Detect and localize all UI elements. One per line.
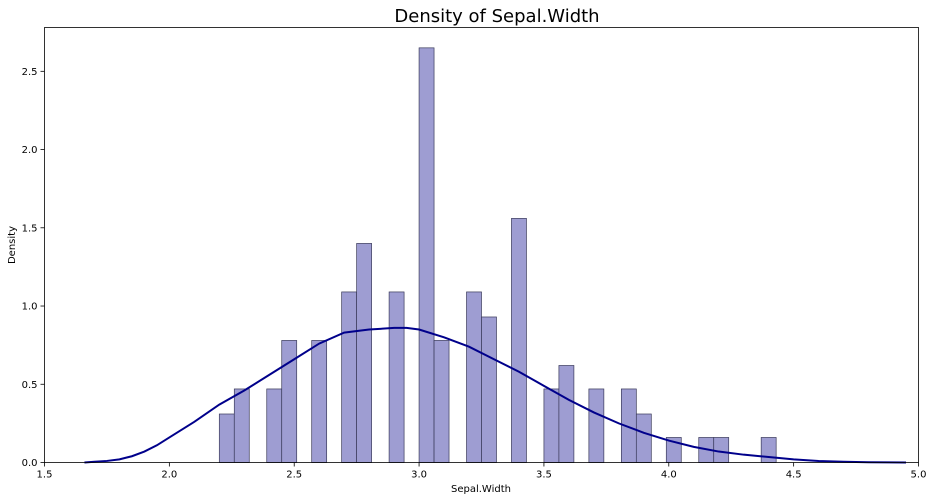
x-tick-label: 3.5: [536, 470, 552, 481]
chart-title: Density of Sepal.Width: [394, 6, 599, 27]
y-tick-label: 2.5: [22, 67, 38, 78]
x-tick-label: 4.5: [786, 470, 802, 481]
x-tick-label: 3.0: [411, 470, 427, 481]
histogram-bar: [481, 316, 497, 463]
y-tick-label: 0.5: [22, 380, 38, 391]
y-tick-label: 2.0: [22, 145, 38, 156]
x-axis-ticks: 1.5 2.0 2.5 3.0 3.5 4.0 4.5 5.0: [37, 462, 927, 481]
x-tick-label: 2.5: [286, 470, 302, 481]
histogram-bar: [388, 291, 405, 463]
histogram-bar: [266, 388, 283, 463]
plot-frame: [44, 27, 919, 463]
histogram-bar: [418, 47, 435, 463]
x-axis-label: Sepal.Width: [451, 484, 511, 495]
histogram-bar: [233, 388, 250, 463]
y-axis-ticks: 0.0 0.5 1.0 1.5 2.0 2.5: [22, 67, 45, 469]
histogram-bars: [218, 47, 777, 463]
x-tick-label: 5.0: [911, 470, 927, 481]
histogram-bar: [588, 388, 605, 463]
y-tick-label: 1.0: [22, 302, 38, 313]
histogram-bar: [466, 291, 482, 463]
x-tick-label: 4.0: [661, 470, 677, 481]
histogram-bar: [311, 340, 328, 463]
histogram-bar: [635, 413, 652, 463]
histogram-bar: [218, 413, 235, 463]
kde-curve: [84, 326, 907, 464]
y-tick-label: 1.5: [22, 223, 38, 234]
histogram-bar: [760, 437, 777, 463]
histogram-bar: [558, 365, 575, 463]
histogram-bar: [713, 437, 730, 463]
histogram-bar: [341, 291, 357, 463]
x-tick-label: 2.0: [161, 470, 177, 481]
y-tick-label: 0.0: [22, 458, 38, 469]
histogram-bar: [543, 388, 560, 463]
x-tick-label: 1.5: [37, 470, 53, 481]
y-axis-label: Density: [7, 226, 18, 264]
histogram-bar: [433, 340, 450, 463]
histogram-bar: [356, 243, 372, 463]
histogram-bar: [511, 218, 527, 463]
